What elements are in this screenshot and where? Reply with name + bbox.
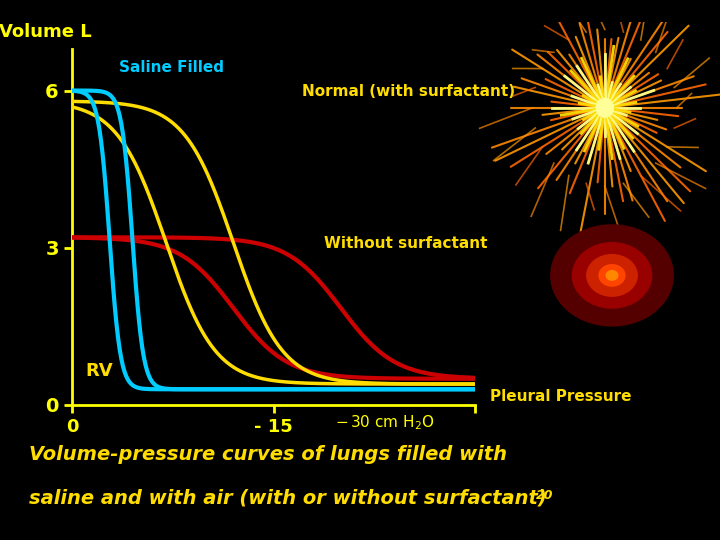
Text: saline and with air (with or without surfactant): saline and with air (with or without sur… <box>29 489 546 508</box>
Text: Without surfactant: Without surfactant <box>324 235 487 251</box>
Text: Normal (with surfactant): Normal (with surfactant) <box>302 84 516 99</box>
Text: $-\,30\ \mathrm{cm}\ \mathrm{H_2O}$: $-\,30\ \mathrm{cm}\ \mathrm{H_2O}$ <box>336 413 435 432</box>
Text: RV: RV <box>86 362 113 380</box>
Circle shape <box>599 265 625 286</box>
Circle shape <box>551 225 673 326</box>
Text: Saline Filled: Saline Filled <box>119 60 224 75</box>
Text: Volume L: Volume L <box>0 23 92 42</box>
Text: Pleural Pressure: Pleural Pressure <box>490 389 631 404</box>
Circle shape <box>572 242 652 308</box>
Text: 20: 20 <box>536 489 554 502</box>
Circle shape <box>587 254 637 296</box>
Circle shape <box>596 98 613 117</box>
Text: Volume-pressure curves of lungs filled with: Volume-pressure curves of lungs filled w… <box>29 446 507 464</box>
Circle shape <box>606 271 618 280</box>
